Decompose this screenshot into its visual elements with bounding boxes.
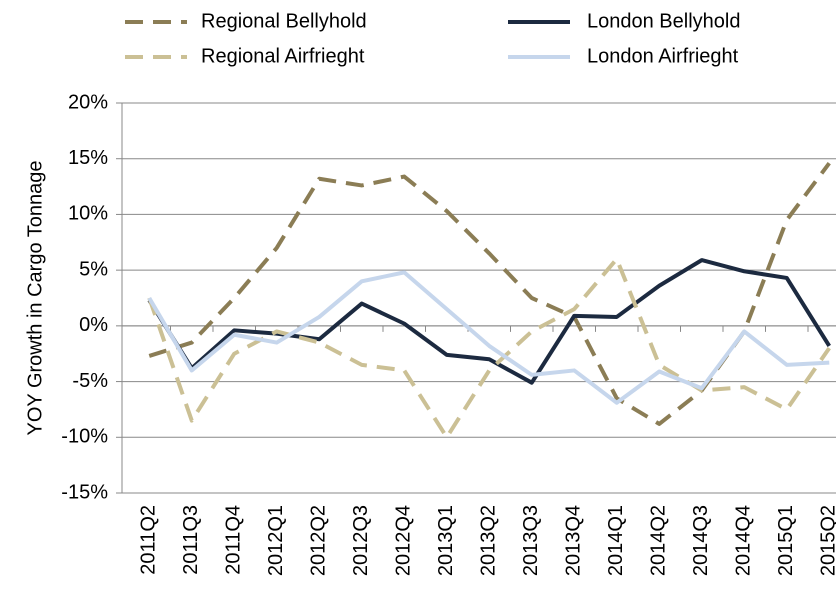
series-line: [147, 258, 831, 385]
x-tick-label: 2014Q1: [605, 505, 627, 576]
x-tick-label: 2013Q1: [435, 505, 457, 576]
x-tick-label: 2014Q4: [733, 505, 755, 576]
series-line: [148, 161, 831, 426]
x-tick-label: 2014Q3: [690, 505, 712, 576]
y-tick-label: -5%: [72, 370, 108, 392]
x-tick-label: 2012Q3: [350, 505, 372, 576]
y-tick-label: -10%: [61, 426, 108, 448]
legend-label: Regional Airfrieght: [201, 45, 365, 67]
x-tick-label: 2012Q4: [393, 505, 415, 576]
x-tick-label: 2014Q2: [648, 505, 670, 576]
x-tick-label: 2013Q4: [563, 505, 585, 576]
y-axis-label: YOY Growth in Cargo Tonnage: [24, 161, 46, 436]
x-tick-label: 2011Q4: [223, 505, 245, 575]
y-tick-label: 10%: [68, 203, 108, 225]
y-tick-label: 15%: [68, 147, 108, 169]
x-tick-label: 2015Q1: [775, 505, 797, 576]
x-tick-label: 2013Q3: [520, 505, 542, 576]
x-tick-label: 2012Q2: [308, 505, 330, 576]
y-tick-label: 5%: [79, 258, 108, 280]
x-tick-label: 2013Q2: [478, 505, 500, 576]
legend-label: Regional Bellyhold: [201, 10, 367, 32]
x-tick-label: 2015Q2: [818, 505, 836, 576]
x-tick-label: 2012Q1: [265, 505, 287, 576]
legend-label: London Airfrieght: [587, 45, 739, 67]
y-tick-label: 0%: [79, 314, 108, 336]
x-tick-label: 2011Q3: [180, 505, 202, 575]
x-tick-label: 2011Q2: [138, 505, 160, 575]
y-tick-label: -15%: [61, 481, 108, 503]
series-line: [147, 270, 830, 405]
y-tick-label: 20%: [68, 91, 108, 113]
legend-label: London Bellyhold: [587, 10, 740, 32]
